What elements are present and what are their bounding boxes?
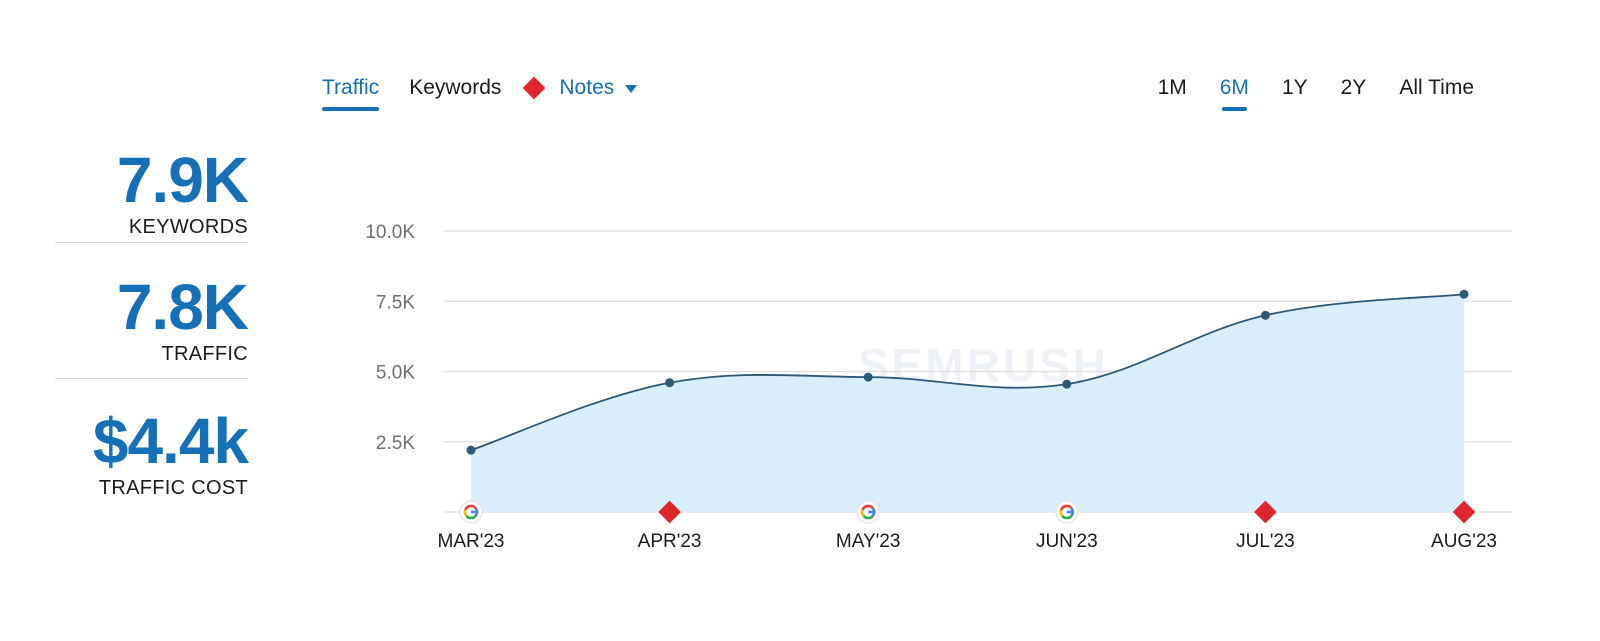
x-tick-label: APR'23 [638,531,702,552]
data-point[interactable] [665,378,675,388]
note-marker-icon[interactable] [1452,500,1476,524]
x-tick-label: JUL'23 [1236,531,1295,552]
x-tick-label: MAY'23 [836,531,901,552]
tab-traffic[interactable]: Traffic [322,72,380,111]
x-tick-label: AUG'23 [1431,531,1497,552]
caret-down-icon [625,85,638,93]
data-point[interactable] [1062,379,1072,389]
x-tick-label: JUN'23 [1036,531,1098,552]
stat-traffic-cost-label: TRAFFIC COST [98,477,248,499]
data-point[interactable] [466,445,476,455]
summary-stats: 7.9K KEYWORDS 7.8K TRAFFIC $4.4k TRAFFIC… [55,140,249,506]
y-tick-label: 10.0K [365,222,415,243]
traffic-area [471,294,1464,512]
stat-traffic-cost: $4.4k TRAFFIC COST [55,378,249,506]
notes-label: Notes [559,76,615,99]
google-update-icon[interactable] [856,500,880,524]
traffic-line [470,293,1465,452]
range-6m[interactable]: 6M [1220,72,1249,111]
x-tick-label: MAR'23 [438,531,505,552]
chart-tabs: Traffic Keywords Notes [322,72,638,116]
stat-traffic: 7.8K TRAFFIC [55,242,249,378]
range-1m[interactable]: 1M [1157,76,1187,99]
time-range-selector: 1M 6M 1Y 2Y All Time [1125,72,1474,111]
stat-traffic-label: TRAFFIC [161,343,248,365]
stat-keywords-label: KEYWORDS [128,216,248,238]
tab-keywords[interactable]: Keywords [409,76,502,99]
google-update-icon[interactable] [1055,500,1079,524]
data-point[interactable] [1459,289,1469,299]
y-tick-label: 7.5K [376,292,415,313]
google-update-icon[interactable] [459,500,483,524]
range-1y[interactable]: 1Y [1281,76,1308,99]
range-all-time[interactable]: All Time [1399,76,1474,99]
range-2y[interactable]: 2Y [1340,76,1367,99]
y-tick-label: 2.5K [376,433,415,454]
stat-traffic-value: 7.8K [116,271,249,343]
data-point[interactable] [1260,310,1270,320]
note-marker-icon[interactable] [1254,500,1277,524]
y-tick-label: 5.0K [376,363,415,384]
note-marker-icon[interactable] [658,500,681,524]
data-point[interactable] [863,372,873,382]
notes-dropdown[interactable]: Notes [523,72,638,104]
stat-keywords: 7.9K KEYWORDS [55,140,249,242]
stat-keywords-value: 7.9K [116,144,249,216]
stat-traffic-cost-value: $4.4k [92,405,249,477]
